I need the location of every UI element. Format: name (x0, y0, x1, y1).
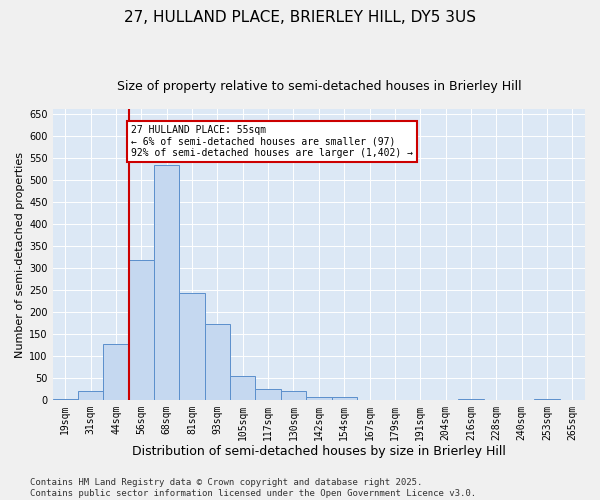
Bar (230, 376, 256, 400)
Bar (78, 392, 103, 400)
Bar (306, 396, 332, 400)
Bar (332, 396, 357, 400)
Y-axis label: Number of semi-detached properties: Number of semi-detached properties (15, 152, 25, 358)
X-axis label: Distribution of semi-detached houses by size in Brierley Hill: Distribution of semi-detached houses by … (132, 444, 506, 458)
Text: 27 HULLAND PLACE: 55sqm
← 6% of semi-detached houses are smaller (97)
92% of sem: 27 HULLAND PLACE: 55sqm ← 6% of semi-det… (131, 125, 413, 158)
Title: Size of property relative to semi-detached houses in Brierley Hill: Size of property relative to semi-detach… (116, 80, 521, 93)
Bar (103, 344, 129, 400)
Text: Contains HM Land Registry data © Crown copyright and database right 2025.
Contai: Contains HM Land Registry data © Crown c… (30, 478, 476, 498)
Bar (53, 399, 78, 400)
Bar (179, 293, 205, 400)
Text: 27, HULLAND PLACE, BRIERLEY HILL, DY5 3US: 27, HULLAND PLACE, BRIERLEY HILL, DY5 3U… (124, 10, 476, 25)
Bar (129, 260, 154, 400)
Bar (154, 166, 179, 400)
Bar (256, 389, 281, 400)
Bar (205, 324, 230, 400)
Bar (281, 392, 306, 400)
